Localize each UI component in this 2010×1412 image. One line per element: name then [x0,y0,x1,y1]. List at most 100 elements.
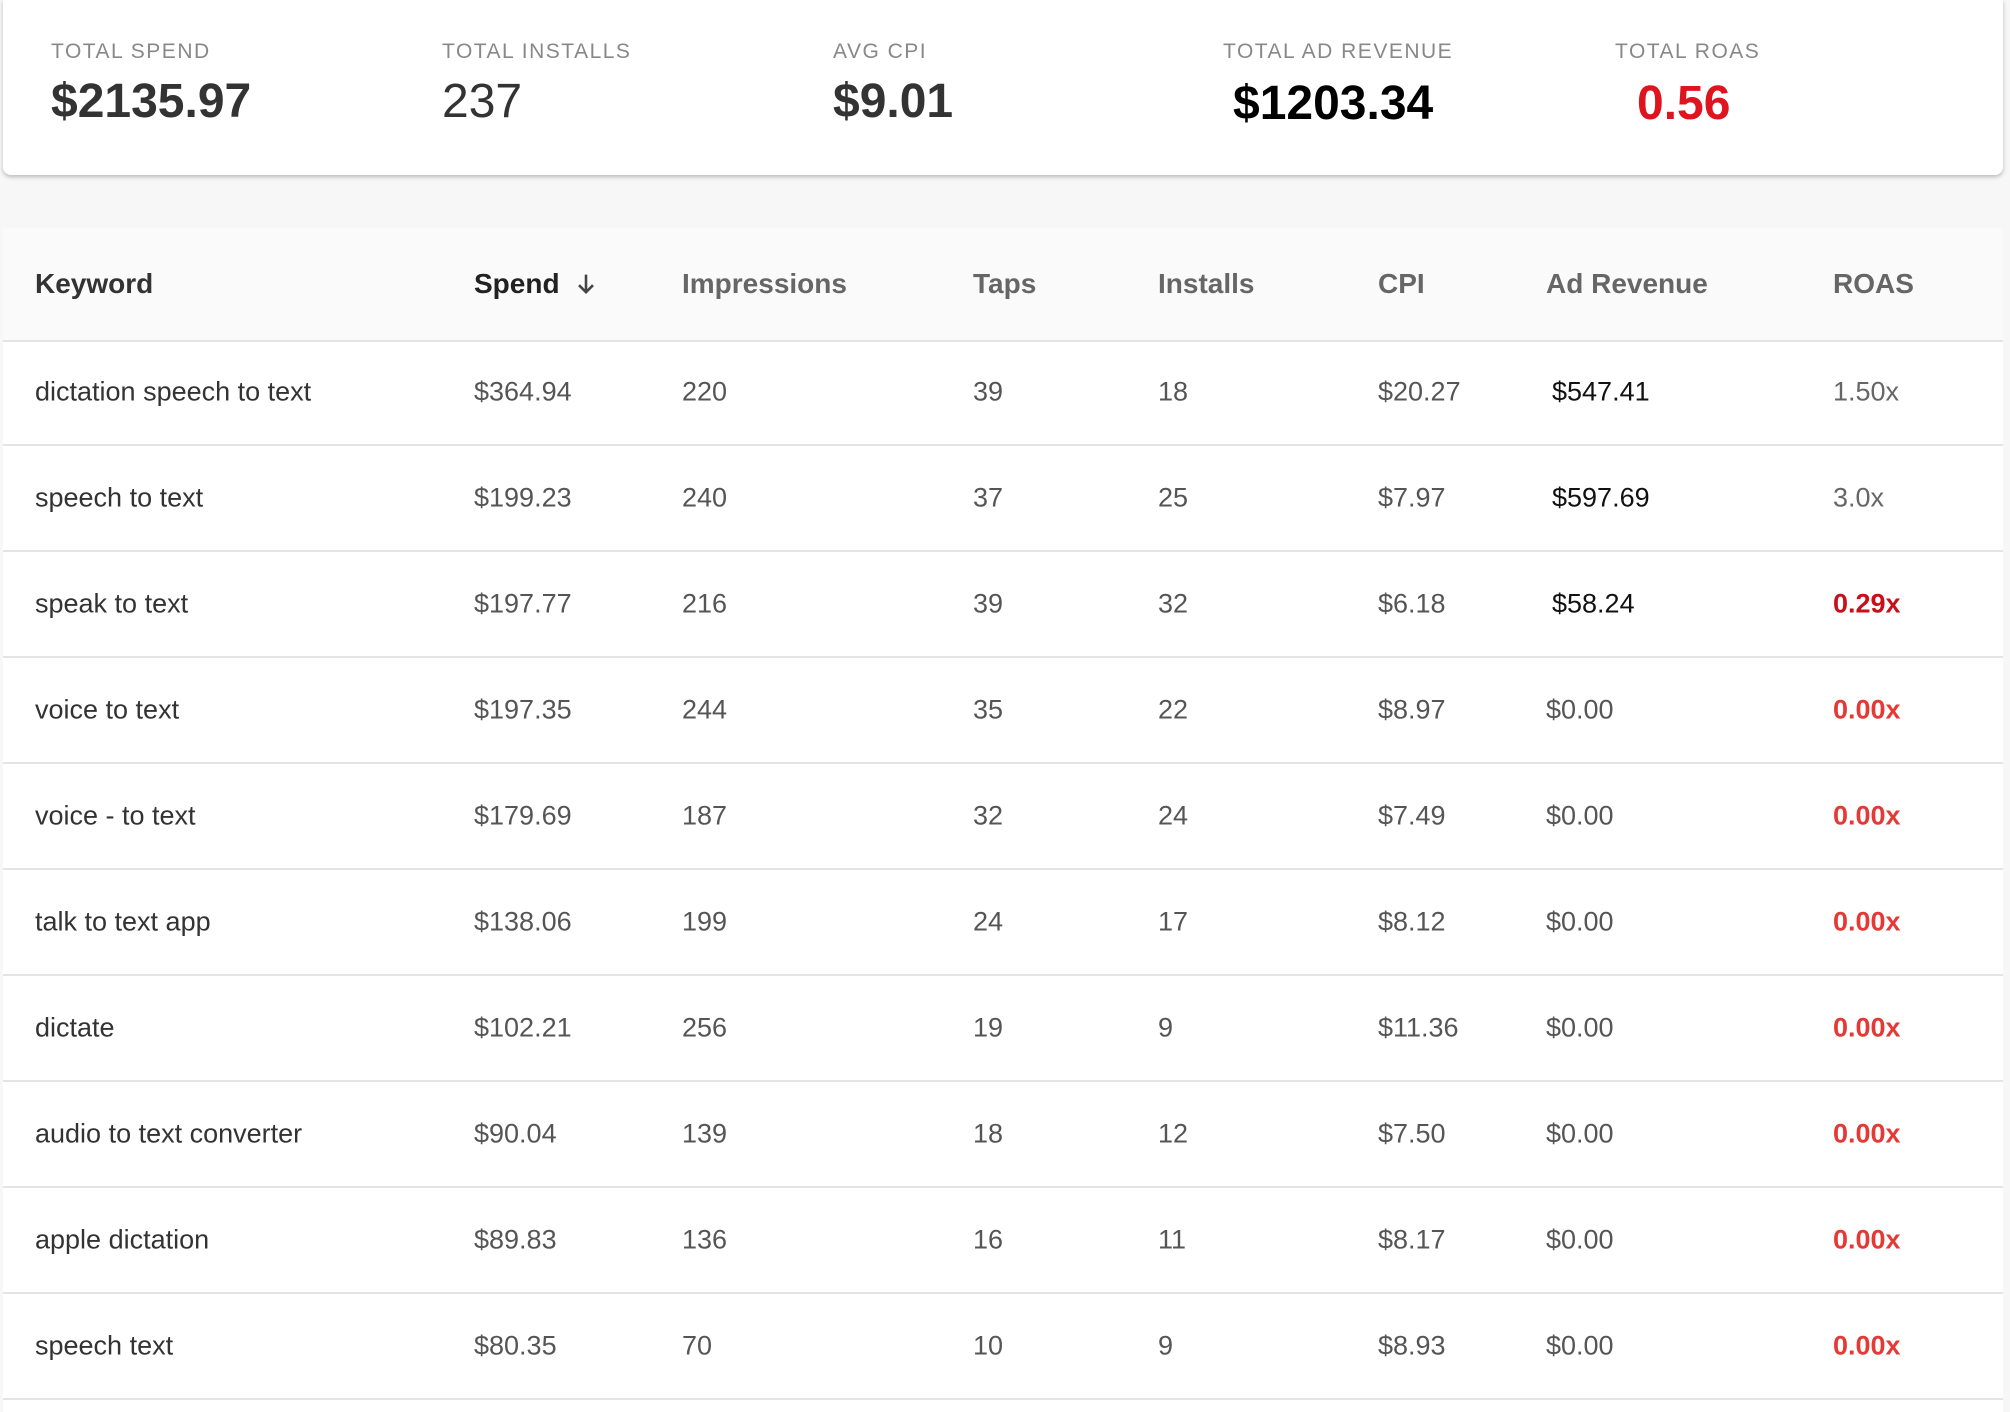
table-cell: 37 [973,482,1004,513]
table-row: speech to text $199.23 240 37 25 $7.97 $597.69… [3,446,2003,552]
table-cell: 39 [973,588,1004,619]
table-cell: apple dictation [35,1224,210,1255]
summary-item: TOTAL SPEND $2135.97 [51,40,251,129]
summary-label: AVG CPI [833,40,928,63]
table-cell: $0.00 [1546,906,1614,937]
table-cell: 32 [1158,588,1189,619]
table-cell: $20.27 [1378,376,1461,407]
table-cell: $547.41 [1552,376,1650,407]
table-row: voice - to text $179.69 187 32 24 $7.49 $0.00 0… [3,764,2003,870]
table-cell: 0.00x [1833,800,1901,831]
table-cell: $8.12 [1378,906,1446,937]
table-cell: 139 [682,1118,728,1149]
table-cell: $364.94 [474,376,572,407]
table-cell: 0.00x [1833,694,1901,725]
table-row: dictation speech to text $364.94 220 39 18 $2… [3,340,2003,446]
table-cell: $102.21 [474,1012,572,1043]
table-cell: 24 [973,906,1004,937]
summary-label: TOTAL AD REVENUE [1223,40,1454,63]
table-cell: $197.77 [474,588,572,619]
table-cell: 70 [682,1330,713,1361]
table-cell: $90.04 [474,1118,557,1149]
table-cell: $0.00 [1546,694,1614,725]
summary-label: TOTAL SPEND [51,40,211,63]
table-cell: voice to text [35,694,180,725]
table-cell: 39 [973,376,1004,407]
table-cell: 9 [1158,1012,1174,1043]
table-cell: 0.00x [1833,1224,1901,1255]
column-header[interactable]: ROAS [1833,268,1914,299]
summary-item: TOTAL INSTALLS 237 [442,40,631,129]
table-cell: 0.00x [1833,1012,1901,1043]
summary-value: 0.56 [1637,77,1731,130]
table-cell: 32 [973,800,1004,831]
table-cell: $11.36 [1378,1012,1459,1043]
table-cell: 19 [973,1012,1004,1043]
summary-card: TOTAL SPEND $2135.97 TOTAL INSTALLS 237 AVG … [3,0,2003,175]
keyword-table: Keyword Spend Impressions Taps Installs CPI Ad… [3,228,2003,1412]
table-cell: 187 [682,800,728,831]
table-cell: 240 [682,482,728,513]
table-row: dictate $102.21 256 19 9 $11.36 $0.00 0.00x [3,976,2003,1082]
column-header[interactable]: Taps [973,268,1037,299]
table-cell: $199.23 [474,482,572,513]
table-cell: $197.35 [474,694,572,725]
table-cell: speech text [35,1330,174,1361]
table-cell: 199 [682,906,728,937]
table-row: voice to text $197.35 244 35 22 $8.97 $0.00 0.0… [3,658,2003,764]
column-header[interactable]: Impressions [682,268,847,299]
table-cell: $138.06 [474,906,572,937]
table-cell: 10 [973,1330,1004,1361]
table-row: talk to text app $138.06 199 24 17 $8.12 $0.00… [3,870,2003,976]
table-cell: $597.69 [1552,482,1650,513]
column-header[interactable]: Installs [1158,268,1255,299]
table-cell: 0.29x [1833,588,1901,619]
summary-value: $2135.97 [51,75,252,128]
table-row: audio to text converter $90.04 139 18 12 $7.5… [3,1082,2003,1188]
sort-icon[interactable] [572,270,600,298]
table-cell: $0.00 [1546,1330,1614,1361]
table-cell: $6.18 [1378,588,1446,619]
table-cell: $7.97 [1378,482,1446,513]
summary-item: TOTAL AD REVENUE $1203.34 [1223,40,1453,131]
table-cell: speak to text [35,588,189,619]
table-cell: 136 [682,1224,728,1255]
column-header[interactable]: Ad Revenue [1546,268,1708,299]
column-header[interactable]: CPI [1378,268,1425,299]
table-cell: 25 [1158,482,1189,513]
table-cell: $0.00 [1546,1118,1614,1149]
table-cell: 1.50x [1833,376,1900,407]
summary-value: 237 [442,75,523,128]
table-cell: 0.00x [1833,1330,1901,1361]
table-cell: dictation speech to text [35,376,312,407]
table-row: speech text $80.35 70 10 9 $8.93 $0.00 0.00x [3,1294,2003,1400]
table-cell: 216 [682,588,728,619]
table-cell: 244 [682,694,728,725]
table-cell: voice - to text [35,800,196,831]
table-cell: dictate [35,1012,115,1043]
table-cell: 22 [1158,694,1189,725]
table-cell: 0.00x [1833,906,1901,937]
table-cell: $0.00 [1546,1224,1614,1255]
summary-label: TOTAL ROAS [1615,40,1761,63]
summary-item: TOTAL ROAS 0.56 [1615,40,1760,131]
table-cell: audio to text converter [35,1118,303,1149]
table-cell: $7.50 [1378,1118,1446,1149]
summary-value: $1203.34 [1233,77,1434,130]
table-cell: 3.0x [1833,482,1885,513]
table-cell: 24 [1158,800,1189,831]
table-cell: 0.00x [1833,1118,1901,1149]
column-header[interactable]: Keyword [35,268,154,299]
column-header[interactable]: Spend [474,268,600,300]
table-cell: 11 [1158,1224,1187,1255]
table-cell: $8.93 [1378,1330,1446,1361]
table-cell: 35 [973,694,1004,725]
table-cell: 9 [1158,1330,1174,1361]
table-cell: $80.35 [474,1330,557,1361]
table-cell: $0.00 [1546,1012,1614,1043]
table-cell: $7.49 [1378,800,1446,831]
table-cell: $89.83 [474,1224,557,1255]
summary-label: TOTAL INSTALLS [442,40,632,63]
table-cell: 17 [1158,906,1189,937]
